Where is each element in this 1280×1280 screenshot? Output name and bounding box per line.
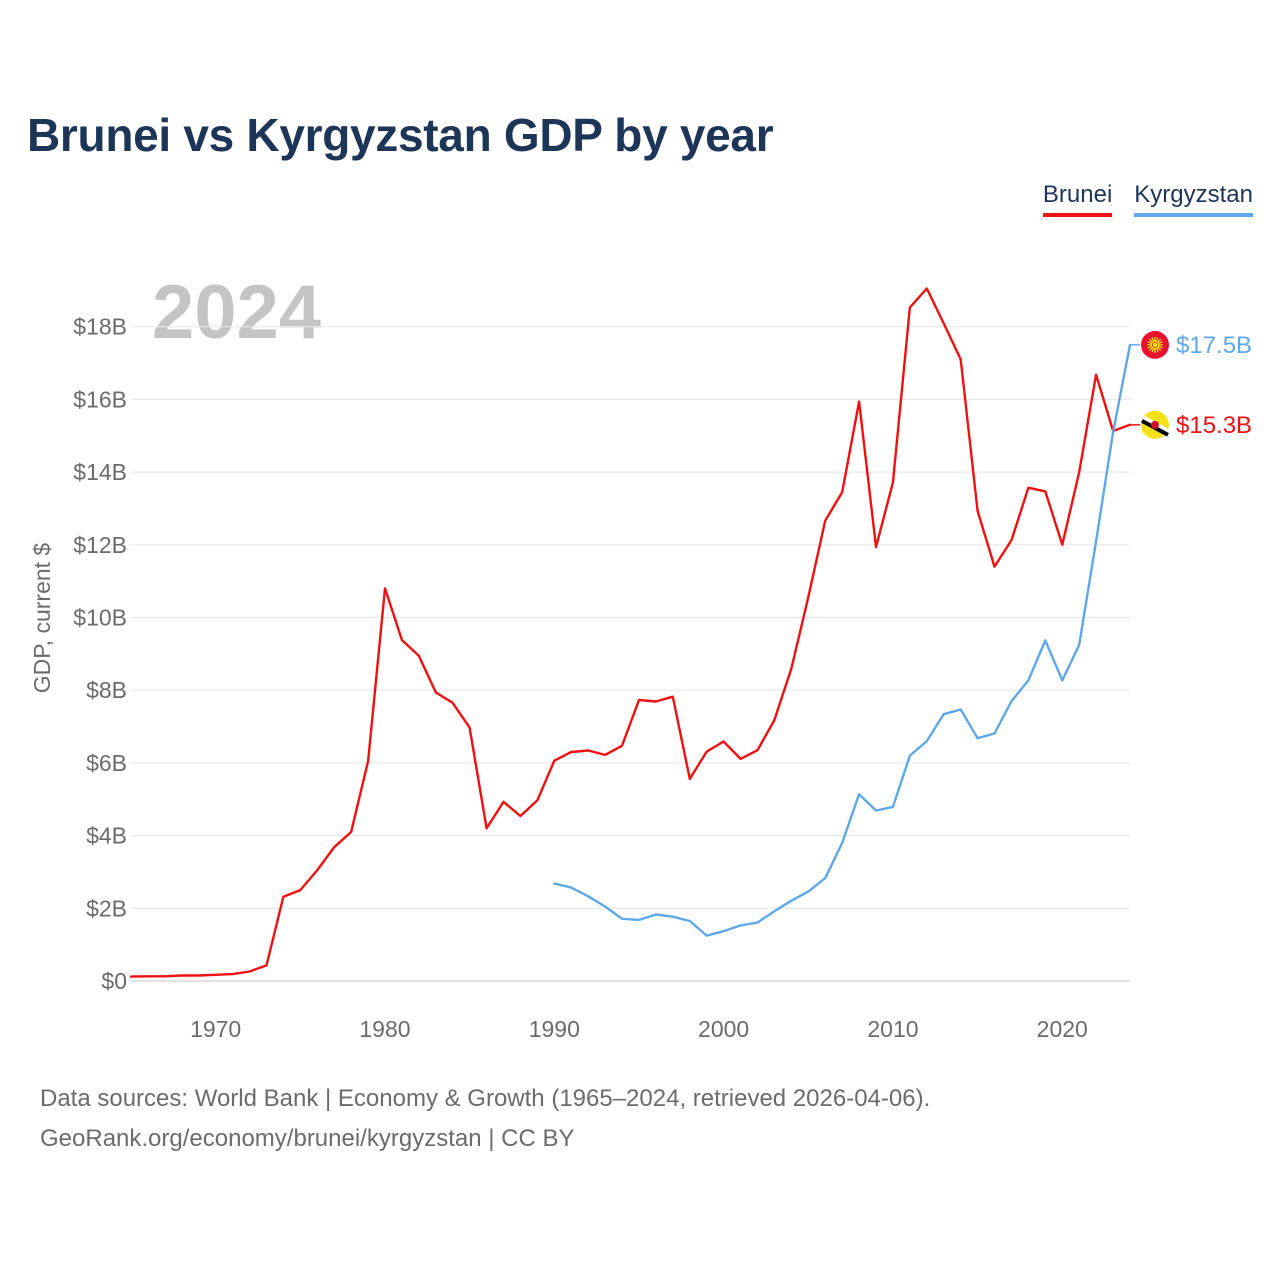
year-watermark: 2024 [152,270,321,355]
flag-sun-ray [1147,341,1152,344]
y-tick-label: $12B [73,532,127,558]
end-value-label-brunei: $15.3B [1176,412,1252,439]
flag-sun-ray [1156,337,1159,341]
x-tick-label: 1970 [190,1016,241,1042]
legend-item-kyrgyzstan[interactable]: Kyrgyzstan [1134,181,1253,217]
flag-sun-ray [1156,348,1159,353]
y-tick-label: $10B [73,605,127,631]
y-tick-label: $18B [73,314,127,340]
x-tick-label: 2020 [1037,1016,1088,1042]
y-axis-title: GDP, current $ [29,543,55,694]
series-line-brunei [129,287,1132,978]
flag-sun [1150,340,1160,350]
legend: Brunei Kyrgyzstan [1042,181,1253,217]
y-tick-label: $2B [86,895,127,921]
x-tick-label: 2000 [698,1016,749,1042]
flag-sun-ray [1151,337,1154,341]
y-tick-label: $16B [73,386,127,412]
flag-sun-ray [1151,348,1154,353]
flag-sun-ray [1147,346,1152,349]
flag-sun-ray [1148,338,1153,343]
data-source-note: Data sources: World Bank | Economy & Gro… [40,1085,931,1112]
flag-sun-ray [1158,341,1163,344]
flag-sun-ray [1158,346,1163,349]
x-tick-label: 2010 [867,1016,918,1042]
y-tick-label: $14B [73,459,127,485]
brunei-flag [1140,410,1170,439]
y-tick-label: $0 [101,968,127,994]
flag-crest [1151,420,1159,429]
source-link-license: GeoRank.org/economy/brunei/kyrgyzstan | … [40,1125,575,1152]
flag-sun-ray [1157,338,1162,343]
y-tick-label: $4B [86,823,127,849]
legend-item-brunei[interactable]: Brunei [1042,181,1113,217]
end-value-label-kyrgyzstan: $17.5B [1176,332,1252,359]
chart-title: Brunei vs Kyrgyzstan GDP by year [27,109,774,161]
flag-tunduk [1152,341,1158,348]
y-tick-label: $8B [86,677,127,703]
y-tick-label: $6B [86,750,127,776]
kyrgyzstan-flag [1141,330,1169,359]
x-tick-label: 1990 [529,1016,580,1042]
flag-sun-ray [1157,347,1162,351]
x-tick-label: 1980 [359,1016,410,1042]
flag-sun-ray [1148,347,1153,351]
series-line-kyrgyzstan [553,343,1132,937]
